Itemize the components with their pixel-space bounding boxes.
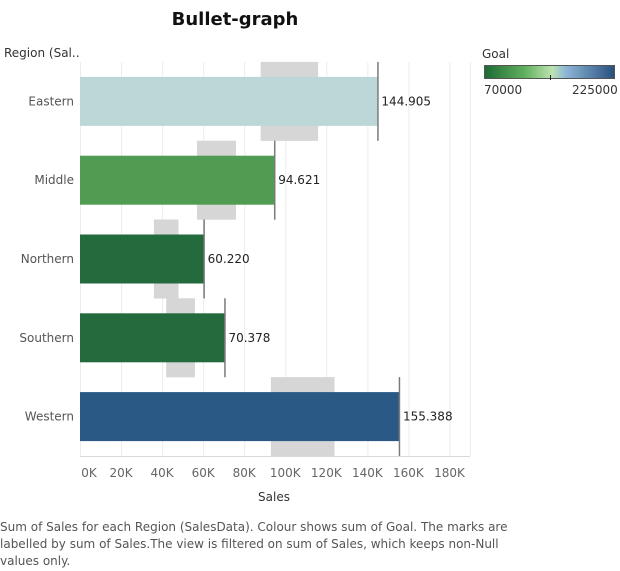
legend-min-label: 70000	[484, 83, 523, 97]
bar-southern	[80, 313, 225, 363]
value-label-western: 155.388	[403, 410, 453, 424]
x-tick-label: 80K	[233, 466, 257, 480]
x-axis: 0K 20K 40K 60K 80K 100K 120K 140K 160K 180K Sales	[80, 456, 470, 504]
bar-western	[80, 392, 399, 442]
x-tick-label: 40K	[151, 466, 175, 480]
category-label-eastern: Eastern	[28, 94, 74, 108]
x-tick-label: 160K	[393, 466, 425, 480]
value-label-southern: 70.378	[228, 331, 270, 345]
category-labels: Eastern Middle Northern Southern Western	[19, 94, 74, 423]
x-tick-label: 100K	[270, 466, 302, 480]
legend-marker	[550, 75, 551, 80]
category-label-western: Western	[25, 410, 74, 424]
bar-eastern	[80, 76, 378, 126]
chart-caption: Sum of Sales for each Region (SalesData)…	[0, 520, 508, 568]
legend-max-label: 225000	[572, 83, 618, 97]
x-tick-label: 180K	[434, 466, 466, 480]
value-label-northern: 60.220	[208, 252, 250, 266]
reference-lines	[203, 61, 401, 457]
row-header[interactable]: Region (Sal..	[4, 46, 80, 60]
bar-northern	[80, 234, 204, 284]
x-axis-label: Sales	[258, 490, 290, 504]
legend-color-ramp[interactable]	[484, 65, 615, 79]
value-label-middle: 94.621	[278, 173, 320, 187]
category-label-middle: Middle	[34, 173, 74, 187]
bullet-chart: 144.905 94.621 60.220 70.378 155.388 Eastern…	[19, 61, 471, 504]
bars	[80, 76, 399, 442]
chart-title: Bullet-graph	[171, 9, 299, 30]
category-label-southern: Southern	[19, 331, 74, 345]
x-tick-label: 0K	[81, 466, 98, 480]
bar-middle	[80, 155, 275, 205]
value-labels: 144.905 94.621 60.220 70.378 155.388	[208, 94, 453, 423]
x-tick-label: 140K	[352, 466, 384, 480]
legend-title: Goal	[482, 47, 510, 61]
x-tick-label: 20K	[109, 466, 133, 480]
category-label-northern: Northern	[21, 252, 74, 266]
value-label-eastern: 144.905	[381, 94, 431, 108]
x-tick-label: 120K	[311, 466, 343, 480]
x-tick-label: 60K	[192, 466, 216, 480]
